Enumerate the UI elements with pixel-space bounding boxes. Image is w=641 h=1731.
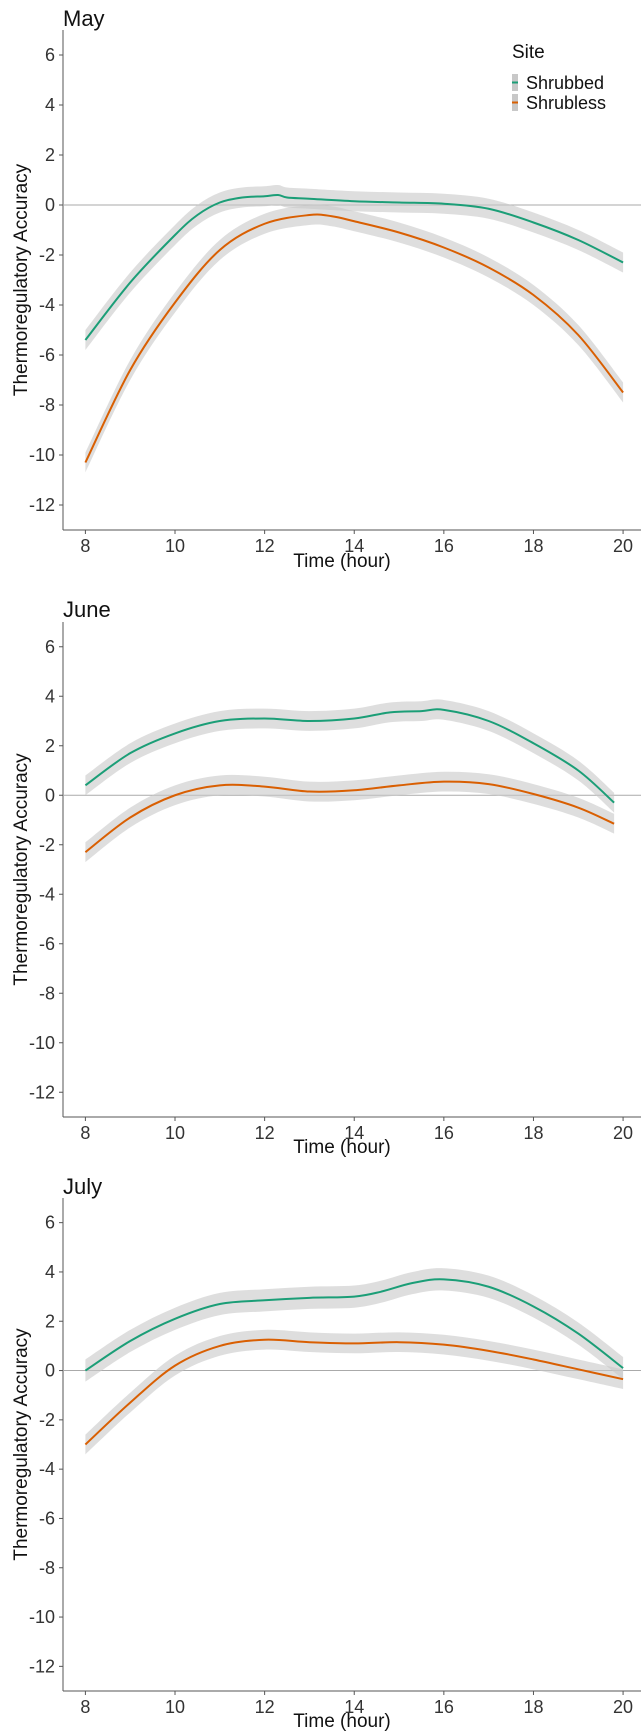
x-tick-label: 20 [613,1123,633,1143]
y-tick-label: 4 [45,95,55,115]
x-tick-label: 10 [165,536,185,556]
x-tick-label: 18 [523,1123,543,1143]
ci-band-shrubbed [85,1268,624,1382]
ci-band-shrubbed [85,184,624,350]
x-tick-label: 10 [165,1123,185,1143]
y-tick-label: 2 [45,736,55,756]
y-tick-label: -4 [39,295,55,315]
panel-title: July [63,1174,102,1199]
y-tick-label: 6 [45,45,55,65]
x-tick-label: 16 [434,1697,454,1717]
series-line-shrubless [84,1338,624,1446]
x-tick-label: 20 [613,1697,633,1717]
y-tick-label: -10 [29,1033,55,1053]
chart-panel-may: May Thermoregulatory Accuracy Time (hour) 6… [11,6,641,572]
x-axis-title: Time (hour) [293,551,390,572]
x-tick-label: 12 [255,1697,275,1717]
x-tick-label: 12 [255,536,275,556]
x-tick-label: 16 [434,1123,454,1143]
x-tick-label: 10 [165,1697,185,1717]
y-tick-label: 0 [45,1361,55,1381]
x-tick-label: 14 [344,536,364,556]
x-axis-title: Time (hour) [293,1137,390,1158]
series-line-shrubless [84,780,615,853]
y-tick-label: 0 [45,195,55,215]
panel-title: June [63,597,111,622]
panel-title: May [63,6,105,31]
legend-label-shrubless: Shrubless [526,93,606,113]
y-tick-label: -8 [39,983,55,1003]
y-tick-label: -2 [39,835,55,855]
ci-band-shrubless [85,771,615,863]
x-tick-label: 14 [344,1123,364,1143]
ci-band-shrubless [85,1329,624,1455]
x-tick-label: 14 [344,1697,364,1717]
x-axis-title: Time (hour) [293,1711,390,1731]
y-tick-label: -2 [39,245,55,265]
x-tick-label: 8 [80,1123,90,1143]
series-line-shrubbed [84,1278,624,1372]
y-tick-label: -4 [39,1459,55,1479]
y-tick-label: -12 [29,495,55,515]
legend-label-shrubbed: Shrubbed [526,73,604,93]
y-tick-label: 4 [45,1262,55,1282]
y-tick-label: -10 [29,445,55,465]
y-tick-label: -8 [39,395,55,415]
y-tick-label: 6 [45,637,55,657]
x-tick-label: 18 [523,1697,543,1717]
series-line-shrubless [84,213,624,463]
y-tick-label: -12 [29,1082,55,1102]
x-tick-label: 18 [523,536,543,556]
series-line-shrubbed [84,193,624,341]
y-tick-label: -6 [39,934,55,954]
x-tick-label: 16 [434,536,454,556]
y-tick-label: 2 [45,145,55,165]
y-tick-label: -8 [39,1558,55,1578]
ci-band-shrubbed [85,699,615,813]
x-tick-label: 20 [613,536,633,556]
legend-title: Site [512,42,545,63]
y-axis-title: Thermoregulatory Accuracy [11,163,32,396]
y-tick-label: 4 [45,686,55,706]
y-tick-label: -12 [29,1656,55,1676]
chart-panel-july: July Thermoregulatory Accuracy Time (hour)… [11,1174,641,1731]
y-tick-label: -2 [39,1410,55,1430]
y-axis-title: Thermoregulatory Accuracy [11,753,32,986]
y-tick-label: 2 [45,1311,55,1331]
x-tick-label: 8 [80,1697,90,1717]
y-tick-label: -6 [39,1508,55,1528]
y-tick-label: 0 [45,785,55,805]
ci-band-shrubless [85,204,624,473]
x-tick-label: 8 [80,536,90,556]
x-tick-label: 12 [255,1123,275,1143]
series-line-shrubbed [84,708,615,804]
y-axis-title: Thermoregulatory Accuracy [11,1328,32,1561]
y-tick-label: -6 [39,345,55,365]
y-tick-label: -10 [29,1607,55,1627]
chart-panel-june: June Thermoregulatory Accuracy Time (hour)… [11,597,641,1158]
y-tick-label: 6 [45,1213,55,1233]
y-tick-label: -4 [39,884,55,904]
